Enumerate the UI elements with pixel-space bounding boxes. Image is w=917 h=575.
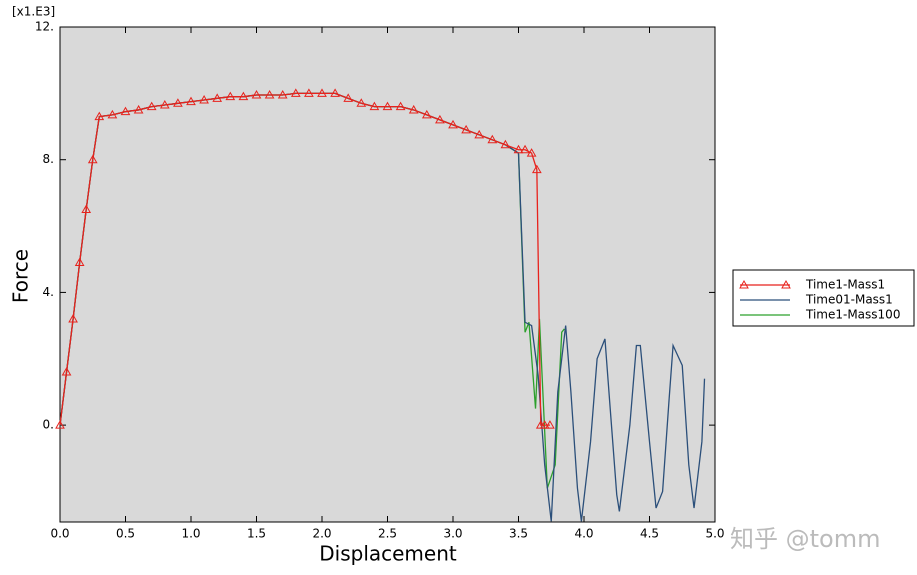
legend-marker: [739, 279, 749, 289]
x-tick-label: 2.0: [312, 527, 331, 541]
point-marker: [408, 104, 419, 114]
legend-label: Time01-Mass1: [805, 293, 893, 307]
point-marker: [107, 109, 118, 119]
y-scale-label: [x1.E3]: [12, 5, 55, 19]
legend-label: Time1-Mass1: [805, 278, 885, 292]
x-tick-label: 4.5: [640, 527, 659, 541]
point-marker: [435, 114, 445, 124]
point-marker: [173, 98, 183, 107]
y-tick-label: 12.: [35, 20, 54, 34]
point-marker: [277, 90, 288, 99]
point-marker: [81, 204, 92, 213]
point-marker: [199, 94, 209, 104]
point-marker: [545, 420, 555, 429]
y-tick-label: 4.: [43, 285, 54, 299]
point-marker: [74, 257, 85, 267]
point-marker: [94, 111, 105, 121]
point-marker: [461, 124, 471, 134]
point-marker: [500, 139, 511, 149]
point-marker: [225, 91, 236, 101]
point-marker: [212, 93, 223, 102]
legend-box: [732, 269, 915, 327]
plot-area: [60, 27, 715, 522]
y-tick-label: 8.: [43, 152, 54, 166]
x-axis-title: Displacement: [319, 542, 457, 566]
point-marker: [317, 88, 327, 97]
y-tick-label: 0.: [43, 418, 54, 432]
x-tick-label: 3.5: [509, 527, 528, 541]
point-marker: [304, 88, 314, 97]
point-marker: [330, 88, 340, 97]
point-marker: [539, 420, 550, 429]
point-marker: [487, 134, 498, 144]
x-tick-label: 0.0: [50, 527, 69, 541]
point-marker: [146, 101, 157, 111]
x-tick-label: 3.0: [443, 527, 462, 541]
point-marker: [395, 101, 406, 111]
point-marker: [531, 164, 542, 174]
watermark: 知乎 @tomm: [730, 525, 880, 553]
point-marker: [513, 144, 524, 154]
point-marker: [474, 129, 485, 139]
point-marker: [61, 367, 72, 376]
point-marker: [133, 104, 144, 114]
plot-border: [59, 26, 716, 523]
x-tick-label: 0.5: [116, 527, 135, 541]
point-marker: [526, 148, 537, 157]
point-marker: [120, 106, 131, 116]
point-marker: [251, 90, 262, 99]
legend-marker: [781, 279, 791, 289]
point-marker: [382, 101, 393, 111]
point-marker: [186, 96, 196, 106]
x-tick-label: 4.0: [574, 527, 593, 541]
point-marker: [290, 88, 301, 97]
point-marker: [159, 99, 170, 109]
x-tick-label: 2.5: [378, 527, 397, 541]
point-marker: [55, 420, 65, 429]
legend-label: Time1-Mass100: [805, 308, 900, 322]
series-line: [59, 92, 550, 426]
x-tick-label: 5.0: [705, 527, 724, 541]
x-tick-label: 1.5: [247, 527, 266, 541]
point-marker: [448, 119, 458, 129]
y-axis-title: Force: [9, 249, 33, 303]
point-marker: [238, 91, 249, 101]
point-marker: [421, 109, 432, 119]
x-tick-label: 1.0: [181, 527, 200, 541]
point-marker: [369, 101, 380, 111]
point-marker: [343, 93, 354, 102]
point-marker: [520, 144, 530, 154]
point-marker: [68, 313, 78, 323]
point-marker: [264, 90, 275, 99]
point-marker: [87, 154, 98, 164]
point-marker: [356, 98, 367, 107]
